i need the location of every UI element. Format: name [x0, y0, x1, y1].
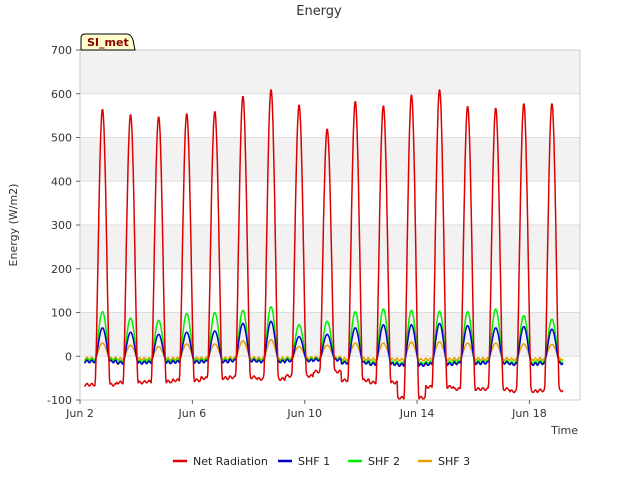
series-line-shf-2 [84, 306, 564, 366]
legend-label: SHF 2 [368, 455, 400, 468]
site-tag-label: SI_met [87, 36, 129, 49]
x-tick-label: Jun 2 [65, 407, 94, 420]
y-tick-label: 200 [51, 263, 72, 276]
legend-label: Net Radiation [193, 455, 268, 468]
x-tick-label: Jun 14 [399, 407, 435, 420]
y-tick-label: 500 [51, 132, 72, 145]
x-tick-label: Jun 18 [511, 407, 547, 420]
chart-title: Energy [296, 4, 342, 19]
grid-band [80, 50, 580, 94]
series-line-net-radiation [83, 89, 564, 400]
series-line-shf-1 [83, 320, 564, 368]
y-tick-label: -100 [47, 394, 72, 407]
x-tick-label: Jun 10 [286, 407, 322, 420]
legend-label: SHF 1 [298, 455, 330, 468]
legend: Net Radiation SHF 1 SHF 2 SHF 3 [173, 455, 470, 468]
legend-label: SHF 3 [438, 455, 470, 468]
x-axis-ticks: Jun 2 Jun 6 Jun 10 Jun 14 Jun 18 [65, 400, 547, 420]
y-tick-label: 100 [51, 307, 72, 320]
x-axis-title: Time [550, 424, 578, 437]
y-axis-ticks: -100 0 100 200 300 400 500 600 700 [47, 44, 80, 407]
y-tick-label: 700 [51, 44, 72, 57]
y-tick-label: 300 [51, 219, 72, 232]
site-tag: SI_met [80, 33, 136, 51]
y-tick-label: 400 [51, 175, 72, 188]
y-tick-label: 0 [65, 350, 72, 363]
y-tick-label: 600 [51, 88, 72, 101]
x-tick-label: Jun 6 [178, 407, 207, 420]
series-group [83, 89, 564, 400]
y-axis-title: Energy (W/m2) [7, 184, 20, 267]
